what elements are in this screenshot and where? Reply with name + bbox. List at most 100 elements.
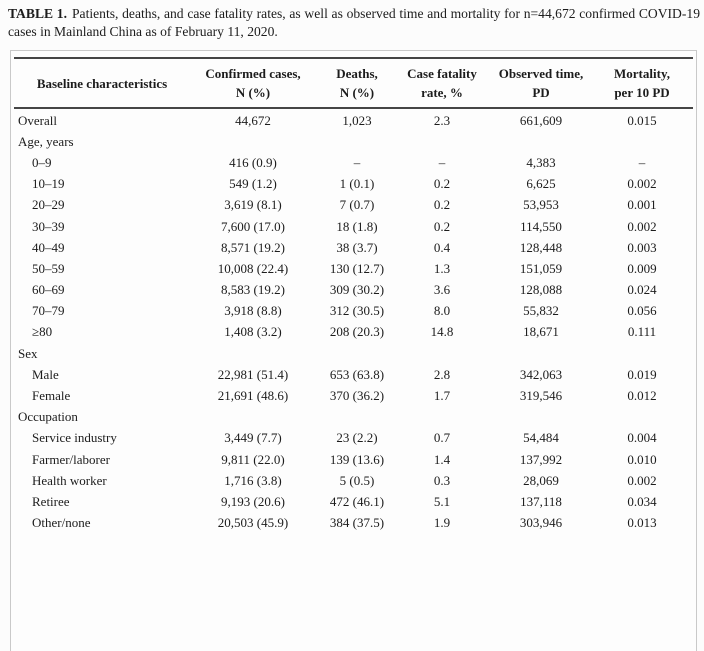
cell-case-fatality-rate: 0.2: [433, 176, 451, 192]
table-row: Service industry 3,449 (7.7) 23 (2.2) 0.7 54…: [14, 428, 693, 449]
cell-observed-time: 54,484: [523, 430, 559, 446]
row-label: Retiree: [32, 493, 70, 509]
cell-observed-time: 4,383: [526, 154, 556, 170]
table-row: 50–59 10,008 (22.4) 130 (12.7) 1.3 151,059 0.…: [14, 258, 693, 279]
header-line: rate, %: [421, 85, 463, 100]
cell-confirmed-cases: 549 (1.2): [229, 176, 277, 192]
cell-confirmed-cases: 1,716 (3.8): [224, 472, 282, 488]
cell-observed-time: 661,609: [519, 112, 563, 128]
table-body: Overall 44,672 1,023 2.3 661,609 0.015 Age, ye…: [14, 110, 693, 534]
table-row: 0–9 416 (0.9) – – 4,383 –: [14, 152, 693, 173]
header-line: Confirmed cases,: [205, 66, 301, 81]
row-label: 10–19: [32, 176, 65, 192]
cell-mortality: 0.111: [627, 324, 657, 340]
cell-observed-time: 18,671: [523, 324, 559, 340]
cell-mortality: 0.002: [627, 218, 657, 234]
header-cell-confirmed-cases: Confirmed cases, N (%): [190, 64, 316, 102]
cell-deaths: 1 (0.1): [339, 176, 375, 192]
cell-confirmed-cases: 416 (0.9): [229, 154, 277, 170]
page-title: TABLE 1. Patients, deaths, and case fatal…: [8, 5, 700, 41]
table-row: 60–69 8,583 (19.2) 309 (30.2) 3.6 128,088 0.0…: [14, 280, 693, 301]
row-label: 30–39: [32, 218, 65, 234]
cell-mortality: 0.002: [627, 176, 657, 192]
header-line: Case fatality: [407, 66, 477, 81]
cell-confirmed-cases: 3,918 (8.8): [224, 303, 282, 319]
cell-mortality: 0.024: [627, 282, 657, 298]
cell-deaths: 309 (30.2): [329, 282, 385, 298]
section-row: Occupation: [14, 407, 693, 428]
row-label: Occupation: [18, 409, 78, 425]
cell-case-fatality-rate: 0.3: [433, 472, 451, 488]
cell-case-fatality-rate: 2.3: [433, 112, 451, 128]
cell-observed-time: 128,088: [519, 282, 563, 298]
table-row: Female 21,691 (48.6) 370 (36.2) 1.7 319,546 0…: [14, 385, 693, 406]
cell-case-fatality-rate: 1.4: [433, 451, 451, 467]
cell-confirmed-cases: 1,408 (3.2): [224, 324, 282, 340]
row-label: Male: [32, 366, 59, 382]
section-row: Sex: [14, 343, 693, 364]
header-line: Deaths,: [336, 66, 378, 81]
cell-observed-time: 55,832: [523, 303, 559, 319]
table-row: Health worker 1,716 (3.8) 5 (0.5) 0.3 28,069…: [14, 470, 693, 491]
cell-confirmed-cases: 21,691 (48.6): [217, 388, 289, 404]
table-row: Overall 44,672 1,023 2.3 661,609 0.015: [14, 110, 693, 131]
table-caption: Patients, deaths, and case fatality rate…: [8, 6, 700, 39]
cell-observed-time: 6,625: [526, 176, 556, 192]
cell-deaths: 18 (1.8): [336, 218, 378, 234]
header-line: per 10 PD: [614, 85, 670, 100]
data-table: Baseline characteristics Confirmed cases…: [14, 57, 693, 534]
cell-confirmed-cases: 9,193 (20.6): [221, 493, 285, 509]
cell-case-fatality-rate: 1.7: [433, 388, 451, 404]
header-cell-baseline-characteristics: Baseline characteristics: [14, 64, 190, 102]
cell-confirmed-cases: 8,571 (19.2): [221, 239, 285, 255]
row-label: Sex: [18, 345, 38, 361]
table-row: ≥80 1,408 (3.2) 208 (20.3) 14.8 18,671 0.111: [14, 322, 693, 343]
cell-mortality: 0.012: [627, 388, 657, 404]
row-label: Other/none: [32, 515, 91, 531]
cell-observed-time: 137,992: [519, 451, 563, 467]
cell-case-fatality-rate: 0.7: [433, 430, 451, 446]
cell-observed-time: 53,953: [523, 197, 559, 213]
cell-mortality: 0.002: [627, 472, 657, 488]
cell-mortality: 0.056: [627, 303, 657, 319]
cell-case-fatality-rate: 3.6: [433, 282, 451, 298]
cell-mortality: 0.034: [627, 493, 657, 509]
cell-mortality: 0.004: [627, 430, 657, 446]
cell-deaths: 312 (30.5): [329, 303, 385, 319]
table-frame: Baseline characteristics Confirmed cases…: [10, 50, 697, 651]
row-label: ≥80: [32, 324, 53, 340]
cell-mortality: 0.009: [627, 260, 657, 276]
cell-mortality: 0.010: [627, 451, 657, 467]
cell-deaths: –: [353, 154, 361, 170]
row-label: 50–59: [32, 260, 65, 276]
header-cell-observed-time: Observed time, PD: [486, 64, 596, 102]
cell-observed-time: 342,063: [519, 366, 563, 382]
cell-case-fatality-rate: 0.4: [433, 239, 451, 255]
header-line: Baseline characteristics: [36, 75, 168, 91]
cell-confirmed-cases: 8,583 (19.2): [221, 282, 285, 298]
cell-observed-time: 151,059: [519, 260, 563, 276]
cell-deaths: 23 (2.2): [336, 430, 378, 446]
cell-mortality: 0.003: [627, 239, 657, 255]
cell-mortality: 0.013: [627, 515, 657, 531]
cell-observed-time: 137,118: [520, 493, 562, 509]
cell-deaths: 653 (63.8): [329, 366, 385, 382]
header-cell-case-fatality-rate: Case fatality rate, %: [398, 64, 486, 102]
cell-observed-time: 28,069: [523, 472, 559, 488]
table-row: 70–79 3,918 (8.8) 312 (30.5) 8.0 55,832 0.056: [14, 301, 693, 322]
table-row: Retiree 9,193 (20.6) 472 (46.1) 5.1 137,118 0…: [14, 491, 693, 512]
row-label: Age, years: [18, 133, 74, 149]
cell-confirmed-cases: 3,449 (7.7): [224, 430, 282, 446]
table-row: 20–29 3,619 (8.1) 7 (0.7) 0.2 53,953 0.001: [14, 195, 693, 216]
header-line: Observed time,: [498, 66, 584, 81]
row-label: Service industry: [32, 430, 117, 446]
cell-case-fatality-rate: 8.0: [433, 303, 451, 319]
cell-deaths: 139 (13.6): [329, 451, 385, 467]
row-label: 70–79: [32, 303, 65, 319]
cell-case-fatality-rate: 14.8: [430, 324, 454, 340]
header-row: Baseline characteristics Confirmed cases…: [14, 57, 693, 109]
cell-confirmed-cases: 22,981 (51.4): [217, 366, 289, 382]
header-line: N (%): [339, 85, 375, 100]
cell-confirmed-cases: 10,008 (22.4): [217, 260, 289, 276]
table-row: 10–19 549 (1.2) 1 (0.1) 0.2 6,625 0.002: [14, 174, 693, 195]
